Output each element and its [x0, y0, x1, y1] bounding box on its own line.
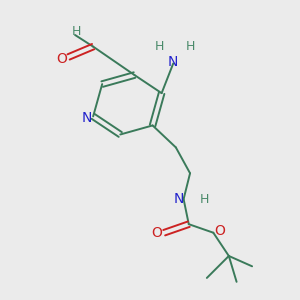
Text: N: N	[168, 55, 178, 69]
Text: H: H	[200, 193, 209, 206]
Text: N: N	[174, 192, 184, 206]
Text: O: O	[56, 52, 67, 66]
Text: H: H	[185, 40, 195, 53]
Text: H: H	[72, 25, 81, 38]
Text: O: O	[214, 224, 225, 239]
Text: N: N	[82, 111, 92, 125]
Text: O: O	[152, 226, 162, 240]
Text: H: H	[154, 40, 164, 53]
